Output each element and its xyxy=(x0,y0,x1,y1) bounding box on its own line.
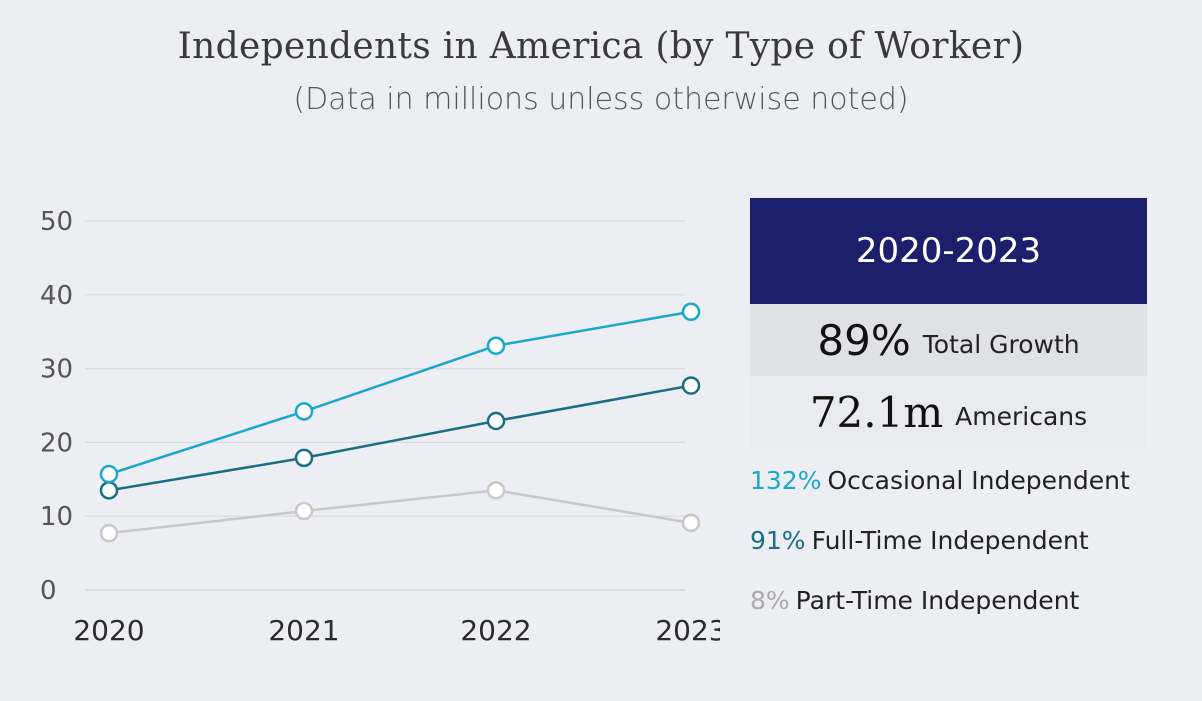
y-tick-label: 20 xyxy=(40,428,73,458)
series-line-part-time xyxy=(108,489,692,535)
chart-title: Independents in America (by Type of Work… xyxy=(177,26,1025,67)
x-tick-label: 2020 xyxy=(73,614,144,647)
legend-pct: 8% xyxy=(750,586,790,615)
y-tick-label: 40 xyxy=(40,281,73,311)
total-growth-row: 89% Total Growth xyxy=(750,304,1147,376)
legend-item-full-time: 91% Full-Time Independent xyxy=(750,526,1130,586)
data-point-occasional xyxy=(486,336,506,355)
data-point-occasional xyxy=(99,464,119,484)
legend-label: Part-Time Independent xyxy=(795,586,1080,615)
data-point-full-time xyxy=(294,448,314,468)
y-tick-label: 0 xyxy=(40,576,57,606)
series-line-occasional xyxy=(108,310,692,476)
data-point-part-time xyxy=(99,523,119,543)
total-growth-value: 89% xyxy=(817,315,911,365)
x-tick-label: 2022 xyxy=(460,614,531,647)
legend-label: Full-Time Independent xyxy=(811,526,1089,555)
growth-summary-panel: 2020-2023 89% Total Growth 72.1m America… xyxy=(750,198,1147,448)
y-tick-label: 10 xyxy=(40,502,73,532)
x-tick-label: 2021 xyxy=(268,614,339,647)
total-growth-label: Total Growth xyxy=(922,329,1080,359)
legend: 132% Occasional Independent 91% Full-Time … xyxy=(750,466,1130,646)
data-point-part-time xyxy=(486,481,506,500)
period-header: 2020-2023 xyxy=(750,198,1147,304)
chart-subtitle: (Data in millions unless otherwise noted… xyxy=(293,82,909,117)
data-point-part-time xyxy=(681,513,701,533)
legend-pct: 91% xyxy=(750,526,806,555)
data-point-full-time xyxy=(486,411,506,431)
data-point-part-time xyxy=(294,501,314,521)
americans-count-label: Americans xyxy=(955,401,1088,431)
y-tick-label: 50 xyxy=(40,207,73,237)
legend-item-part-time: 8% Part-Time Independent xyxy=(750,586,1130,646)
legend-label: Occasional Independent xyxy=(827,466,1130,495)
americans-count-row: 72.1m Americans xyxy=(750,376,1147,448)
data-point-occasional xyxy=(681,302,701,322)
data-point-full-time xyxy=(681,376,701,395)
data-point-full-time xyxy=(99,481,119,500)
legend-item-occasional: 132% Occasional Independent xyxy=(750,466,1130,526)
line-chart: 0 10 20 30 40 50 2020 2021 2022 2023 xyxy=(40,207,720,647)
y-tick-label: 30 xyxy=(40,355,73,385)
series-line-full-time xyxy=(108,384,692,492)
x-tick-label: 2023 xyxy=(655,614,720,647)
data-point-occasional xyxy=(294,402,314,421)
legend-pct: 132% xyxy=(750,466,822,495)
americans-count-value: 72.1m xyxy=(809,387,944,437)
